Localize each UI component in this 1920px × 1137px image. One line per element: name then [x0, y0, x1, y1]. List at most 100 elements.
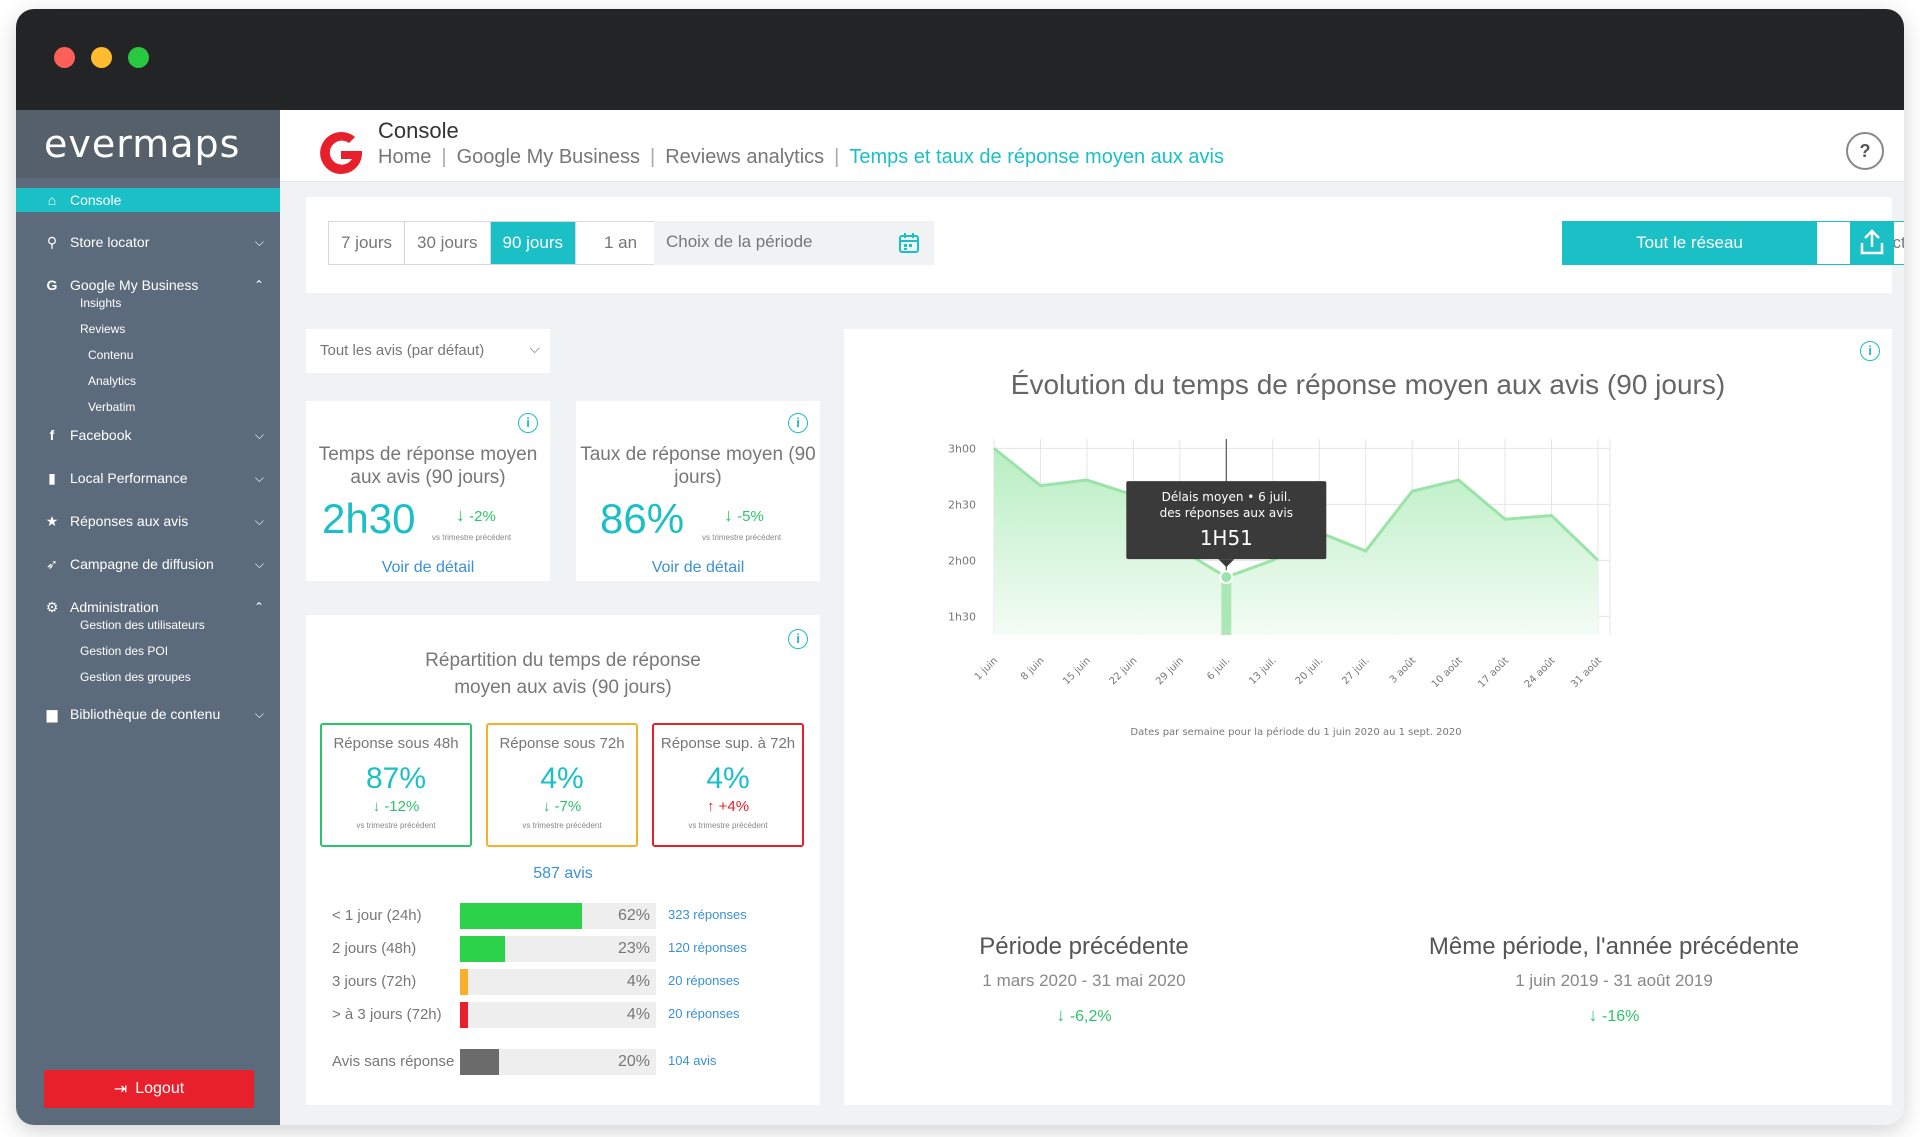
sidebar-item-reponses-aux-avis[interactable]: ★ Réponses aux avis ⌵: [16, 509, 280, 533]
period-30-jours-button[interactable]: 30 jours: [405, 222, 491, 264]
kpi-note: vs trimestre précédent: [432, 533, 512, 542]
y-tick-label: 1h30: [948, 610, 976, 623]
info-icon[interactable]: i: [788, 629, 808, 649]
minimize-window-button[interactable]: [91, 47, 112, 68]
logout-button[interactable]: ⇥ Logout: [44, 1070, 254, 1108]
arrow-down-icon: ↓: [724, 505, 733, 525]
period-1-an-button[interactable]: 1 an: [604, 233, 638, 252]
box-reponse-72h: Réponse sous 72h 4% ↓ -7% vs trimestre p…: [486, 723, 638, 847]
logout-icon: ⇥: [113, 1081, 128, 1098]
sidebar-item-console[interactable]: ⌂ Console: [16, 188, 280, 212]
count-link[interactable]: 20 réponses: [668, 1006, 740, 1021]
sidebar-item-label: Bibliothèque de contenu: [70, 706, 221, 722]
sidebar-subitem-analytics[interactable]: Analytics: [88, 374, 137, 388]
gear-icon: ⚙: [45, 598, 59, 615]
arrow-up-icon: ↑: [706, 798, 715, 815]
reviews-filter-dropdown[interactable]: Tout les avis (par défaut) ⌵: [306, 329, 550, 373]
kpi-title: Taux de réponse moyen (90 jours): [580, 444, 816, 488]
info-icon[interactable]: i: [1860, 341, 1880, 361]
y-tick-label: 2h30: [948, 498, 976, 511]
x-tick-label: 31 août: [1568, 655, 1604, 691]
sidebar-item-google-my-business[interactable]: G Google My Business ⌃: [16, 273, 280, 297]
x-tick-label: 27 juil.: [1340, 655, 1372, 687]
x-tick-label: 1 juin: [973, 655, 1000, 682]
sidebar-item-campagne-de-diffusion[interactable]: ➶ Campagne de diffusion ⌵: [16, 552, 280, 576]
filter-bar: 7 jours 30 jours 90 jours 1 an Choix de …: [306, 197, 1904, 293]
breadcrumb-gmb[interactable]: Google My Business: [456, 146, 640, 168]
distribution-row: 2 jours (48h) 23% 120 réponses: [332, 936, 792, 962]
total-avis-link[interactable]: 587 avis: [533, 865, 593, 882]
distribution-row: Avis sans réponse 20% 104 avis: [332, 1049, 792, 1075]
sidebar-subitem-verbatim[interactable]: Verbatim: [88, 400, 136, 414]
sidebar-item-administration[interactable]: ⚙ Administration ⌃: [16, 595, 280, 619]
calendar-icon[interactable]: [898, 232, 920, 254]
sidebar-subitem-reviews[interactable]: Reviews: [80, 322, 126, 336]
sidebar-item-facebook[interactable]: f Facebook ⌵: [16, 423, 280, 447]
chevron-down-icon: ⌵: [254, 427, 264, 442]
tooltip-line1: Délais moyen • 6 juil.: [1162, 490, 1291, 504]
distribution-row: < 1 jour (24h) 62% 323 réponses: [332, 903, 792, 929]
arrow-down-icon: ↓: [1056, 1005, 1066, 1025]
arrow-down-icon: ↓: [542, 798, 551, 815]
comparison-title: Période précédente: [979, 933, 1189, 960]
export-button[interactable]: [1850, 221, 1894, 265]
x-tick-label: 6 juil.: [1205, 655, 1232, 682]
info-icon[interactable]: i: [518, 413, 538, 433]
sidebar-item-local-performance[interactable]: ▮ Local Performance ⌵: [16, 466, 280, 490]
voir-detail-link[interactable]: Voir de détail: [381, 559, 475, 576]
period-90-jours-button[interactable]: 90 jours: [490, 222, 576, 264]
kpi-value: 2h30: [322, 495, 416, 542]
page-title: Console: [378, 118, 459, 143]
map-pin-icon: ⚲: [46, 233, 58, 250]
sidebar-subitem-gestion-groupes[interactable]: Gestion des groupes: [80, 670, 191, 684]
google-icon: G: [46, 277, 58, 293]
close-window-button[interactable]: [54, 47, 75, 68]
evermaps-logo[interactable]: evermaps: [44, 122, 241, 166]
sidebar-subitem-gestion-utilisateurs[interactable]: Gestion des utilisateurs: [80, 618, 205, 632]
voir-detail-link[interactable]: Voir de détail: [651, 559, 745, 576]
y-tick-label: 3h00: [948, 442, 976, 455]
chart-card: i Évolution du temps de réponse moyen au…: [844, 329, 1892, 1105]
chevron-down-icon: ⌵: [529, 340, 540, 356]
maximize-window-button[interactable]: [128, 47, 149, 68]
kpi-delta: ↓ -5%: [724, 505, 764, 525]
window-titlebar: [16, 9, 1904, 110]
sidebar-item-label: Local Performance: [70, 470, 188, 486]
sidebar-subitem-insights[interactable]: Insights: [80, 296, 122, 310]
breadcrumb-reviews-analytics[interactable]: Reviews analytics: [665, 146, 825, 168]
bar-chart-icon: ▮: [48, 469, 56, 486]
x-tick-label: 8 juin: [1019, 655, 1046, 682]
sidebar-item-label: Campagne de diffusion: [70, 556, 214, 572]
comparison-range: 1 juin 2019 - 31 août 2019: [1515, 971, 1713, 990]
comparison-delta: ↓ -16%: [1588, 1005, 1640, 1025]
distribution-row: > à 3 jours (72h) 4% 20 réponses: [332, 1002, 792, 1028]
help-button[interactable]: ?: [1846, 132, 1884, 170]
arrow-down-icon: ↓: [456, 505, 465, 525]
period-choice-field[interactable]: Choix de la période: [654, 221, 934, 265]
rocket-icon: ➶: [46, 555, 58, 572]
distribution-bar-track: 4%: [460, 969, 656, 995]
period-7-jours-button[interactable]: 7 jours: [329, 222, 406, 264]
kpi-card-response-rate: i Taux de réponse moyen (90 jours) 86% ↓…: [576, 401, 820, 581]
box-reponse-sup-72h: Réponse sup. à 72h 4% ↑ +4% vs trimestre…: [652, 723, 804, 847]
repartition-card: i Répartition du temps de réponse moyen …: [306, 615, 820, 1105]
chevron-up-icon: ⌃: [253, 600, 264, 614]
hover-bar: [1221, 577, 1232, 635]
comparison-range: 1 mars 2020 - 31 mai 2020: [982, 971, 1186, 990]
count-link[interactable]: 20 réponses: [668, 973, 740, 988]
logo-area: evermaps: [16, 110, 280, 178]
breadcrumb: Home | Google My Business | Reviews analytic…: [378, 146, 1224, 168]
comparison-delta: ↓ -6,2%: [1056, 1005, 1112, 1025]
count-link[interactable]: 104 avis: [668, 1053, 717, 1068]
count-link[interactable]: 120 réponses: [668, 940, 747, 955]
sidebar-subitem-gestion-poi[interactable]: Gestion des POI: [80, 644, 169, 658]
breadcrumb-home[interactable]: Home: [378, 146, 432, 168]
sidebar-item-bibliotheque[interactable]: ▆ Bibliothèque de contenu ⌵: [16, 702, 280, 726]
chevron-down-icon: ⌵: [254, 556, 264, 571]
info-icon[interactable]: i: [788, 413, 808, 433]
distribution-bar: [460, 969, 468, 995]
count-link[interactable]: 323 réponses: [668, 907, 747, 922]
sidebar-subitem-contenu[interactable]: Contenu: [88, 348, 134, 362]
scope-tout-le-reseau-button[interactable]: Tout le réseau: [1563, 222, 1817, 264]
sidebar-item-store-locator[interactable]: ⚲ Store locator ⌵: [16, 230, 280, 254]
